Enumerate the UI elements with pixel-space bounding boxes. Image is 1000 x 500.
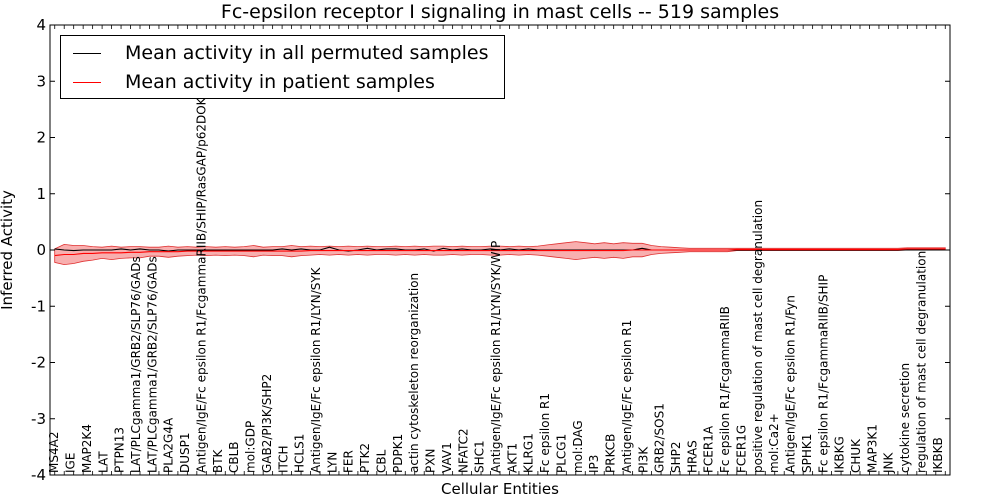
y-tick-label: 3 (36, 72, 46, 90)
x-tick-label: SHP2 (669, 441, 683, 473)
x-tick-label: positive regulation of mast cell degranu… (751, 200, 765, 473)
x-tick-label: PRKCB (604, 434, 618, 473)
y-tick-label: 4 (36, 16, 46, 34)
y-tick-label: -1 (31, 297, 46, 315)
x-tick-label: NFATC2 (456, 428, 470, 473)
x-tick-label: PI3K (636, 446, 650, 473)
x-tick-label: PTK2 (358, 443, 372, 473)
legend-label-permuted: Mean activity in all permuted samples (125, 42, 488, 64)
x-tick-label: DUSP1 (178, 432, 192, 473)
x-tick-label: cytokine secretion (898, 363, 912, 473)
legend-swatch-red (73, 82, 101, 83)
x-tick-label: HCLS1 (293, 434, 307, 473)
x-tick-label: MS4A2 (47, 432, 61, 473)
legend-item-permuted: Mean activity in all permuted samples (73, 39, 488, 67)
y-tick-label: 2 (36, 129, 46, 147)
x-tick-label: Fc epsilon R1/FcgammaRIIB (718, 306, 732, 473)
x-axis-label: Cellular Entities (441, 480, 559, 498)
x-tick-label: LAT (96, 451, 110, 473)
x-tick-label: MAP3K1 (865, 424, 879, 473)
x-tick-label: SPHK1 (800, 434, 814, 473)
x-tick-label: Antigen/IgE/Fc epsilon R1/Fyn (784, 295, 798, 473)
legend: Mean activity in all permuted samples Me… (60, 35, 505, 99)
x-tick-label: VAV1 (440, 442, 454, 473)
x-tick-label: LYN (325, 452, 339, 473)
x-tick-label: KLRG1 (522, 433, 536, 473)
x-tick-label: IP3 (587, 455, 601, 473)
x-tick-label: Antigen/IgE/Fc epsilon R1/LYN/SYK (309, 266, 323, 473)
x-tick-label: PXN (424, 449, 438, 473)
x-tick-label: PTPN13 (113, 427, 127, 473)
x-tick-label: LAT/PLCgamma1/GRB2/SLP76/GADs (145, 256, 159, 473)
legend-label-patient: Mean activity in patient samples (125, 71, 435, 93)
x-tick-label: PLCG1 (555, 434, 569, 473)
x-tick-label: GAB2/PI3K/SHP2 (260, 374, 274, 473)
x-tick-label: CBLB (227, 441, 241, 473)
x-tick-label: BTK (211, 448, 225, 473)
x-tick-label: mol:Ca2+ (767, 413, 781, 473)
x-tick-label: mol:GDP (244, 421, 258, 473)
x-tick-label: PDPK1 (391, 434, 405, 473)
x-tick-label: Antigen/IgE/Fc epsilon R1/FcgammaRIIB/SH… (195, 96, 209, 473)
x-tick-label: Antigen/IgE/Fc epsilon R1 (620, 320, 634, 473)
y-tick-label: -2 (31, 354, 46, 372)
x-tick-label: AKT1 (505, 443, 519, 473)
x-tick-label: CBL (375, 449, 389, 473)
x-tick-label: LAT/PLCgamma1/GRB2/SLP76/GADs (129, 256, 143, 473)
y-tick-label: -4 (31, 466, 46, 484)
x-tick-label: FCER1A (702, 425, 716, 473)
x-tick-label: MAP2K4 (80, 424, 94, 473)
x-tick-label: IKBKG (833, 436, 847, 473)
y-tick-label: 1 (36, 185, 46, 203)
x-tick-label: Fc epsilon R1 (538, 393, 552, 473)
x-tick-label: mol:DAG (571, 420, 585, 473)
x-tick-label: FER (342, 450, 356, 473)
x-tick-label: Fc epsilon R1/FcgammaRIIB/SHIP (816, 275, 830, 473)
x-tick-label: PLA2G4A (162, 417, 176, 473)
x-tick-label: JNK (882, 451, 896, 474)
x-tick-label: ITCH (276, 445, 290, 473)
x-tick-label: CHUK (849, 438, 863, 473)
legend-swatch-black (73, 53, 101, 54)
legend-item-patient: Mean activity in patient samples (73, 68, 435, 96)
x-tick-label: Antigen/IgE/Fc epsilon R1/LYN/SYK/WIP (489, 241, 503, 473)
x-tick-label: IKBKB (931, 437, 945, 473)
x-tick-label: FCER1G (735, 425, 749, 473)
x-tick-label: regulation of mast cell degranulation (915, 251, 929, 473)
x-tick-label: SHC1 (473, 440, 487, 473)
chart-title: Fc-epsilon receptor I signaling in mast … (221, 1, 779, 23)
x-tick-label: GRB2/SOS1 (653, 403, 667, 473)
y-axis-label: Inferred Activity (0, 190, 16, 310)
x-tick-label: actin cytoskeleton reorganization (407, 273, 421, 473)
y-tick-label: 0 (36, 241, 46, 259)
y-tick-label: -3 (31, 410, 46, 428)
x-tick-label: IGE (64, 453, 78, 473)
x-tick-label: HRAS (685, 440, 699, 473)
